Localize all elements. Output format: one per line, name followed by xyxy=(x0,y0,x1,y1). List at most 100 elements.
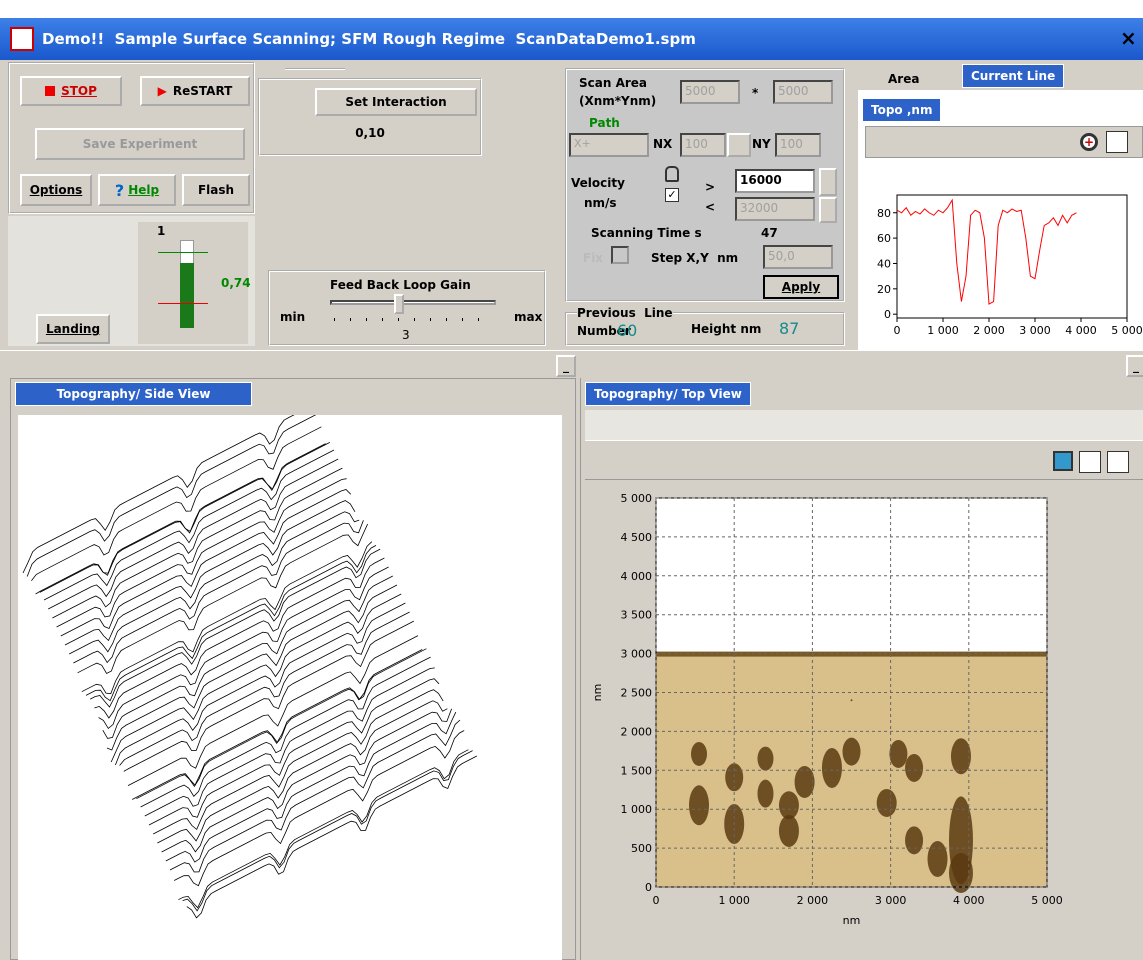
z-gauge-value: 0,74 xyxy=(221,276,251,290)
y-tick-label: 40 xyxy=(877,257,891,270)
nx-label: NX xyxy=(653,137,673,151)
surface-line xyxy=(60,489,352,637)
options-button[interactable]: Options xyxy=(20,174,92,206)
y-tick-label: 20 xyxy=(877,283,891,296)
y-tick-label: 3 000 xyxy=(621,648,653,661)
velocity-spinner[interactable] xyxy=(819,168,837,196)
y-tick-label: 2 500 xyxy=(621,687,653,700)
top-view-header xyxy=(585,410,1143,440)
x-tick-label: 5 000 xyxy=(1111,324,1143,337)
ny-input[interactable]: 100 xyxy=(775,133,821,157)
surface-pit xyxy=(950,738,971,775)
fix-label: Fix xyxy=(583,251,604,265)
surface-pit xyxy=(850,699,853,702)
help-label: Help xyxy=(128,183,160,197)
plot-frame xyxy=(896,194,1128,319)
y-tick-label: 0 xyxy=(884,308,891,321)
set-interaction-button[interactable]: Set Interaction xyxy=(315,88,477,116)
apply-button[interactable]: Apply xyxy=(763,275,839,299)
data-line xyxy=(896,198,1077,305)
scan-y-input[interactable]: 5000 xyxy=(773,80,833,104)
surface-pit xyxy=(757,779,774,808)
surface-line xyxy=(81,541,373,695)
splitter: _ _ xyxy=(0,350,1143,378)
y-tick-label: 2 000 xyxy=(621,725,653,738)
surface-line xyxy=(153,689,444,835)
nx-spinner[interactable] xyxy=(727,133,751,157)
surface-line xyxy=(56,478,347,628)
x-tick-label: 1 000 xyxy=(927,324,959,337)
height-label: Height nm xyxy=(691,322,762,336)
surface-line xyxy=(22,415,295,574)
stop-icon xyxy=(45,86,56,96)
stop-button[interactable]: STOP xyxy=(20,76,122,106)
y-tick-label: 4 500 xyxy=(621,531,653,544)
slider-thumb[interactable] xyxy=(394,294,404,314)
lock-icon[interactable] xyxy=(665,166,679,182)
x-tick-label: 0 xyxy=(653,894,660,907)
area-tab[interactable]: Area xyxy=(888,72,920,86)
scan-x-input[interactable]: 5000 xyxy=(680,80,740,104)
surface-line xyxy=(157,700,448,844)
minimize-left[interactable]: _ xyxy=(556,355,576,377)
restart-button[interactable]: ▶ ReSTART xyxy=(140,76,250,106)
velocity-label: Velocity xyxy=(571,176,625,190)
minimize-right[interactable]: _ xyxy=(1126,355,1143,377)
surface-line xyxy=(165,711,457,863)
surface-line xyxy=(127,635,419,786)
surface-line xyxy=(119,611,410,766)
surface-line xyxy=(102,575,393,739)
velocity-max-input[interactable]: 32000 xyxy=(735,197,815,221)
nx-input[interactable]: 100 xyxy=(680,133,726,157)
feedback-panel: Feed Back Loop Gain min max 3 xyxy=(268,270,546,346)
help-button[interactable]: ? Help xyxy=(98,174,176,206)
zoom-icon[interactable]: + xyxy=(1080,133,1098,151)
surface-line xyxy=(174,730,465,887)
current-line-tab[interactable]: Current Line xyxy=(962,64,1065,88)
gt-sign: > xyxy=(705,180,716,194)
velocity-input[interactable]: 16000 xyxy=(735,169,815,193)
lock-checkbox[interactable]: ✓ xyxy=(665,188,679,202)
top-view-toolbar xyxy=(585,440,1143,480)
surface-line xyxy=(43,449,335,601)
side-view-tab[interactable]: Topography/ Side View xyxy=(15,382,252,406)
fix-checkbox[interactable] xyxy=(611,246,629,264)
help-icon: ? xyxy=(114,180,125,200)
surface-line xyxy=(161,708,452,853)
previous-line-panel: Previous Line Number 60 Height nm 87 xyxy=(565,306,845,346)
surface-line xyxy=(178,749,469,909)
top-strip xyxy=(0,0,1143,18)
flash-button[interactable]: Flash xyxy=(182,174,250,206)
feedback-title: Feed Back Loop Gain xyxy=(330,278,471,292)
step-input[interactable]: 50,0 xyxy=(763,245,833,269)
y-tick-label: 60 xyxy=(877,232,891,245)
surface-line xyxy=(136,648,427,800)
number-value: 60 xyxy=(617,321,638,340)
close-button[interactable]: × xyxy=(1120,26,1137,50)
control-panel: STOP ▶ ReSTART Save Experiment Options ? H… xyxy=(8,62,255,214)
x-tick-label: 3 000 xyxy=(875,894,907,907)
path-select[interactable]: X+ xyxy=(569,133,649,157)
step-label: Step X,Y nm xyxy=(651,251,739,265)
surface-line xyxy=(115,602,406,766)
topo-tab[interactable]: Topo ,nm xyxy=(862,98,942,122)
profile-icon[interactable] xyxy=(1107,451,1129,473)
palette-icon[interactable] xyxy=(1053,451,1073,471)
measure-icon[interactable] xyxy=(1106,131,1128,153)
scan-panel: Scan Area (Xnm*Ynm) 5000 * 5000 Path X+ … xyxy=(565,68,845,302)
surface-pit xyxy=(821,747,842,788)
interaction-panel: Set Interaction 0,10 xyxy=(258,78,482,156)
top-view-tab[interactable]: Topography/ Top View xyxy=(585,382,751,406)
measure-icon[interactable] xyxy=(1079,451,1101,473)
save-button[interactable]: Save Experiment xyxy=(35,128,245,160)
surface-line xyxy=(186,755,477,919)
velocity-max-spinner[interactable] xyxy=(819,197,837,223)
gauge-setpoint xyxy=(158,303,208,304)
x-tick-label: 2 000 xyxy=(797,894,829,907)
landing-button[interactable]: Landing xyxy=(36,314,110,344)
x-axis-label: nm xyxy=(843,914,861,927)
feedback-min: min xyxy=(280,310,306,324)
surface-line xyxy=(77,523,368,675)
x-tick-label: 1 000 xyxy=(718,894,750,907)
